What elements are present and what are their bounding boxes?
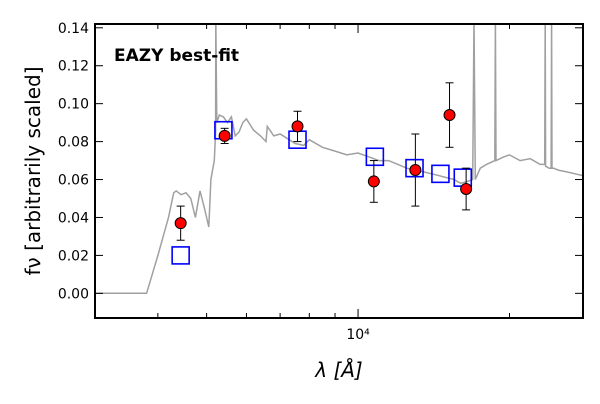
model-flux-square <box>431 164 450 184</box>
y-tick-label: 0.02 <box>58 248 89 264</box>
y-tick-label: 0.14 <box>58 21 89 37</box>
observed-flux-point <box>291 120 304 133</box>
y-tick-label: 0.08 <box>58 135 89 151</box>
y-tick-label: 0.04 <box>58 210 89 226</box>
model-flux-square <box>171 246 190 265</box>
model-flux-square <box>405 158 424 178</box>
observed-flux-point <box>409 164 422 177</box>
observed-flux-point <box>218 129 231 142</box>
x-tick-label: 10⁴ <box>346 327 370 343</box>
observed-flux-point <box>460 183 473 196</box>
y-tick-label: 0.12 <box>58 59 89 75</box>
y-tick-label: 0.00 <box>58 286 89 302</box>
y-axis-title: fν [arbitrarily scaled] <box>21 67 45 276</box>
template-sed-line <box>95 24 583 295</box>
observed-flux-point <box>174 217 187 230</box>
y-tick-label: 0.10 <box>58 97 89 113</box>
chart-annotation: EAZY best-fit <box>114 46 239 66</box>
series-layer <box>95 24 583 295</box>
observed-flux-point <box>443 109 456 122</box>
observed-flux-point <box>367 175 380 188</box>
x-axis-title: λ [Å] <box>314 358 362 382</box>
y-tick-label: 0.06 <box>58 173 89 189</box>
plot-area <box>95 24 583 318</box>
ticks-layer: 0.00 0.02 0.04 0.06 0.08 0.10 0.12 0.14 10⁴ <box>58 21 583 343</box>
model-flux-square <box>365 147 385 167</box>
plot-frame <box>94 23 584 319</box>
